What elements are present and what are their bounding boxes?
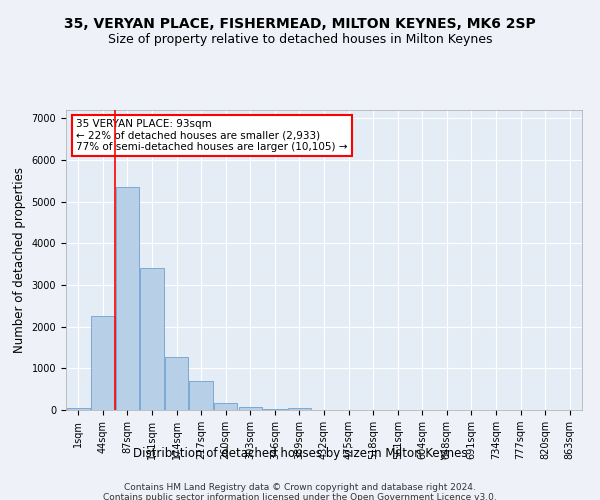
Text: Contains HM Land Registry data © Crown copyright and database right 2024.: Contains HM Land Registry data © Crown c…	[124, 482, 476, 492]
Bar	[214, 402, 238, 410]
Bar	[116, 187, 139, 410]
Text: Contains public sector information licensed under the Open Government Licence v3: Contains public sector information licen…	[103, 492, 497, 500]
Text: Distribution of detached houses by size in Milton Keynes: Distribution of detached houses by size …	[133, 448, 467, 460]
Bar	[67, 408, 90, 410]
Bar	[190, 381, 213, 410]
Text: 35 VERYAN PLACE: 93sqm
← 22% of detached houses are smaller (2,933)
77% of semi-: 35 VERYAN PLACE: 93sqm ← 22% of detached…	[76, 119, 348, 152]
Bar	[288, 408, 311, 410]
Bar	[263, 409, 287, 410]
Text: 35, VERYAN PLACE, FISHERMEAD, MILTON KEYNES, MK6 2SP: 35, VERYAN PLACE, FISHERMEAD, MILTON KEY…	[64, 18, 536, 32]
Bar	[91, 316, 115, 410]
Bar	[239, 407, 262, 410]
Bar	[165, 356, 188, 410]
Y-axis label: Number of detached properties: Number of detached properties	[13, 167, 26, 353]
Bar	[140, 268, 164, 410]
Text: Size of property relative to detached houses in Milton Keynes: Size of property relative to detached ho…	[108, 32, 492, 46]
